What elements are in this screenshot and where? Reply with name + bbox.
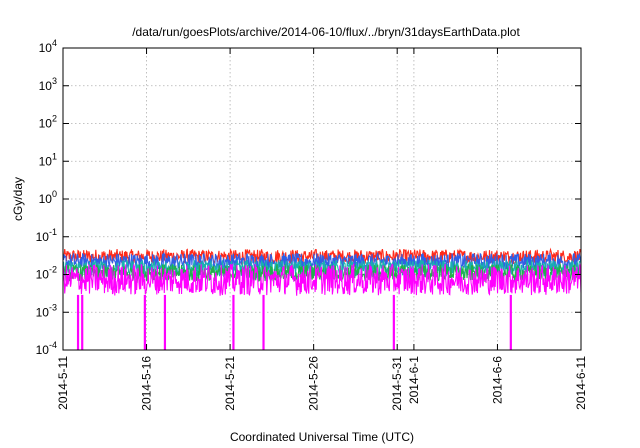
x-tick-label: 2014-5-16 bbox=[140, 356, 154, 411]
x-tick-label: 2014-6-1 bbox=[407, 356, 421, 404]
grid bbox=[63, 48, 581, 350]
x-axis: 2014-5-11 2014-5-16 2014-5-21 2014-5-26 2014… bbox=[56, 48, 588, 411]
y-tick-label: 10-2 bbox=[36, 265, 57, 282]
series-line bbox=[62, 263, 582, 297]
y-tick-label: 10-1 bbox=[36, 227, 57, 244]
x-axis-label: Coordinated Universal Time (UTC) bbox=[230, 430, 414, 444]
y-tick-label: 101 bbox=[39, 151, 57, 168]
y-tick-label: 102 bbox=[39, 114, 57, 131]
x-tick-label: 2014-5-26 bbox=[307, 356, 321, 411]
y-tick-label: 103 bbox=[39, 76, 57, 93]
series-line bbox=[62, 251, 582, 272]
y-tick-label: 100 bbox=[39, 189, 57, 206]
y-tick-label: 10-4 bbox=[36, 340, 57, 357]
plot-area bbox=[62, 247, 582, 350]
x-tick-label: 2014-5-21 bbox=[223, 356, 237, 411]
x-tick-label: 2014-5-11 bbox=[56, 356, 70, 410]
y-axis: 10-4 10-3 10-2 10-1 100 101 102 103 104 bbox=[36, 38, 581, 357]
y-axis-label: cGy/day bbox=[11, 177, 25, 221]
x-tick-label: 2014-6-11 bbox=[574, 356, 588, 410]
x-tick-label: 2014-5-31 bbox=[390, 356, 404, 411]
x-tick-label: 2014-6-6 bbox=[490, 356, 504, 404]
y-tick-label: 104 bbox=[39, 38, 57, 55]
chart-title: /data/run/goesPlots/archive/2014-06-10/f… bbox=[132, 25, 520, 39]
y-tick-label: 10-3 bbox=[36, 302, 57, 319]
